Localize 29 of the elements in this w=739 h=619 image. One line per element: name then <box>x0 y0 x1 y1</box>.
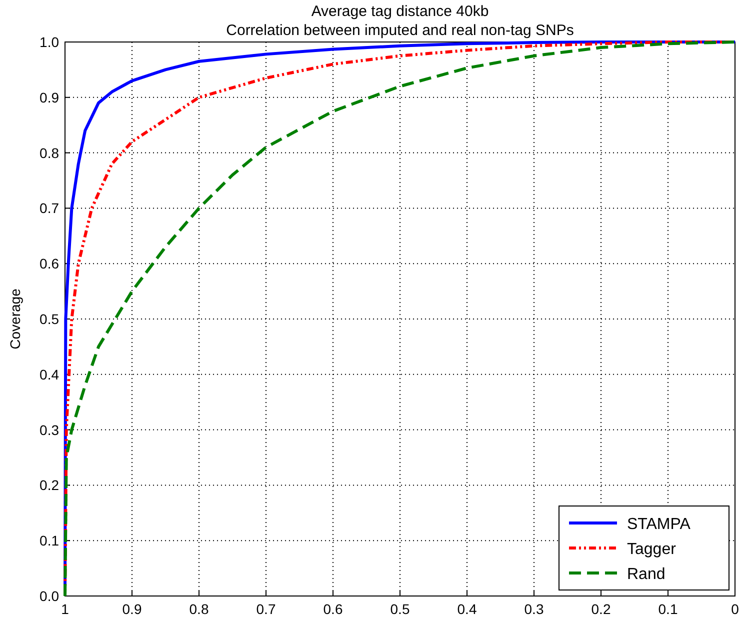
x-tick-label: 0.8 <box>189 601 209 617</box>
x-tick-label: 0 <box>731 601 739 617</box>
x-tick-label: 0.3 <box>524 601 544 617</box>
chart-title: Average tag distance 40kb <box>311 3 489 20</box>
legend-label: Tagger <box>627 541 677 558</box>
chart-subtitle: Correlation between imputed and real non-tag SNPs <box>226 22 574 39</box>
x-tick-label: 0.4 <box>457 601 477 617</box>
x-tick-label: 0.7 <box>256 601 276 617</box>
y-tick-label: 1.0 <box>40 34 60 50</box>
y-tick-label: 0.2 <box>40 477 60 494</box>
legend-label: STAMPA <box>627 516 691 533</box>
y-tick-label: 0.5 <box>40 311 60 327</box>
x-tick-label: 0.5 <box>390 601 410 617</box>
x-tick-label: 0.6 <box>323 601 343 617</box>
y-tick-label: 0.1 <box>40 532 60 549</box>
y-tick-label: 0.0 <box>40 588 60 604</box>
x-tick-label: 0.1 <box>658 601 678 617</box>
x-tick-label: 0.9 <box>122 601 142 617</box>
y-tick-label: 0.7 <box>40 200 60 216</box>
x-tick-label: 0.2 <box>591 601 611 617</box>
line-series <box>64 40 736 598</box>
y-axis-title: Coverage <box>7 288 23 350</box>
y-tick-label: 0.6 <box>40 256 60 272</box>
y-tick-label: 0.8 <box>40 144 60 161</box>
x-tick-label: 1 <box>61 601 70 617</box>
y-tick-label: 0.4 <box>40 366 60 382</box>
y-tick-label: 0.9 <box>40 89 60 106</box>
y-tick-label: 0.3 <box>40 422 60 438</box>
legend-label: Rand <box>627 566 666 583</box>
